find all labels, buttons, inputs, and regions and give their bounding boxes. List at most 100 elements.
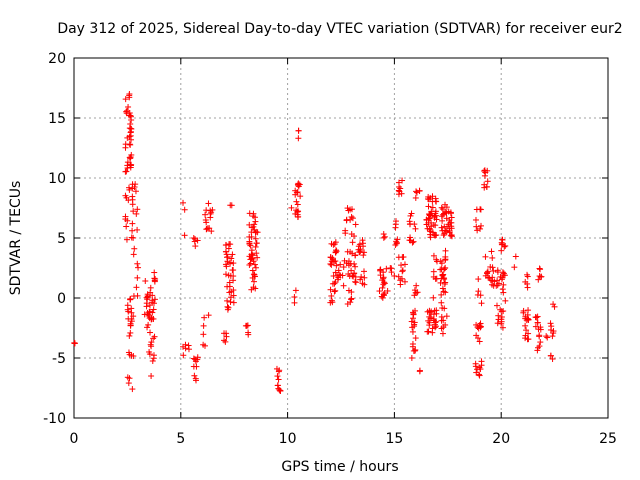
data-point	[127, 164, 134, 171]
data-point	[127, 322, 134, 329]
data-point	[412, 194, 419, 201]
data-point	[126, 332, 133, 339]
data-point	[359, 280, 366, 287]
data-point	[428, 208, 435, 215]
data-point	[357, 246, 364, 253]
data-point	[250, 210, 257, 217]
data-point	[477, 292, 484, 299]
data-point	[335, 274, 342, 281]
data-point	[360, 243, 367, 250]
data-point	[149, 358, 156, 365]
data-point	[144, 296, 151, 303]
data-point	[291, 299, 298, 306]
data-point	[409, 328, 416, 335]
data-point	[499, 236, 506, 243]
data-point	[348, 231, 355, 238]
data-point	[501, 272, 508, 279]
data-point	[327, 254, 334, 261]
x-axis-label: GPS time / hours	[281, 459, 398, 475]
data-point	[478, 300, 485, 307]
data-point	[190, 235, 197, 242]
data-point	[222, 338, 229, 345]
x-tick-label: 5	[176, 431, 185, 447]
data-point	[441, 230, 448, 237]
data-point	[502, 297, 509, 304]
data-point	[381, 233, 388, 240]
data-point	[131, 184, 138, 191]
data-point	[536, 265, 543, 272]
data-point	[512, 253, 519, 260]
data-point	[425, 203, 432, 210]
data-point	[130, 293, 137, 300]
data-point	[358, 273, 365, 280]
data-point	[246, 253, 253, 260]
data-point	[549, 356, 556, 363]
data-point	[230, 299, 237, 306]
data-point	[247, 260, 254, 267]
data-point	[222, 248, 229, 255]
data-point	[359, 237, 366, 244]
data-point	[252, 243, 259, 250]
data-point	[498, 320, 505, 327]
data-point	[203, 225, 210, 232]
data-point	[181, 232, 188, 239]
data-point	[497, 306, 504, 313]
data-point	[125, 103, 132, 110]
data-point	[438, 291, 445, 298]
data-point	[122, 168, 129, 175]
data-point	[380, 281, 387, 288]
data-point	[413, 289, 420, 296]
data-point	[149, 292, 156, 299]
data-point	[227, 298, 234, 305]
data-point	[125, 315, 132, 322]
data-point	[124, 134, 131, 141]
data-point	[333, 248, 340, 255]
data-point	[412, 225, 419, 232]
data-point	[122, 96, 129, 103]
data-point	[429, 329, 436, 336]
data-point	[230, 287, 237, 294]
data-point	[428, 223, 435, 230]
data-point	[132, 188, 139, 195]
data-point	[222, 271, 229, 278]
data-point	[151, 300, 158, 307]
data-point	[341, 257, 348, 264]
data-point	[352, 278, 359, 285]
data-point	[148, 339, 155, 346]
data-point	[129, 386, 136, 393]
data-point	[127, 141, 134, 148]
data-point	[477, 225, 484, 232]
data-point	[230, 260, 237, 267]
data-point	[224, 297, 231, 304]
data-point	[543, 333, 550, 340]
data-point	[244, 322, 251, 329]
data-point	[129, 220, 136, 227]
data-point	[477, 206, 484, 213]
data-point	[147, 329, 154, 336]
data-point	[143, 303, 150, 310]
data-point	[440, 317, 447, 324]
data-point	[551, 303, 558, 310]
data-point	[439, 305, 446, 312]
data-point	[360, 268, 367, 275]
data-point	[397, 185, 404, 192]
data-point	[251, 214, 258, 221]
data-point	[474, 227, 481, 234]
data-point	[439, 285, 446, 292]
data-point	[347, 248, 354, 255]
data-point	[410, 238, 417, 245]
data-point	[123, 223, 130, 230]
data-point	[438, 313, 445, 320]
data-point	[495, 312, 502, 319]
data-point	[343, 217, 350, 224]
data-point	[131, 245, 138, 252]
data-point	[246, 261, 253, 268]
data-point	[431, 307, 438, 314]
data-point	[438, 224, 445, 231]
data-point	[502, 242, 509, 249]
data-point	[148, 315, 155, 322]
data-point	[130, 251, 137, 258]
data-point	[127, 154, 134, 161]
x-tick-label: 15	[385, 431, 403, 447]
